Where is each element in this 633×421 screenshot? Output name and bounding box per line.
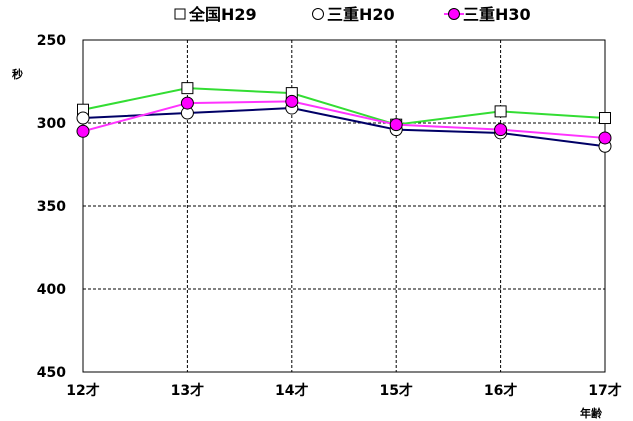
grid: [82, 39, 606, 373]
data-point-circle: [389, 118, 403, 132]
legend-marker-circle: [312, 8, 324, 20]
series-group: [76, 82, 612, 153]
data-point-circle: [494, 123, 508, 137]
x-axis-label: 年齢: [580, 406, 603, 420]
x-tick-labels: 12才 13才 14才 15才 16才 17才: [66, 382, 621, 399]
y-axis-label: 秒: [12, 67, 23, 81]
y-tick-label: 250: [37, 33, 66, 49]
series-line: [82, 87, 606, 126]
data-point-square: [599, 112, 611, 125]
legend-label: 全国H29: [188, 5, 257, 24]
legend-marker-circle: [448, 8, 460, 20]
y-tick-labels: 250 300 350 400 450: [37, 33, 66, 381]
data-point-circle: [598, 131, 612, 145]
legend: 全国H29 三重H20 三重H30: [174, 5, 531, 24]
plot-frame: [82, 39, 606, 373]
data-point-circle: [180, 96, 194, 110]
y-tick-label: 300: [37, 116, 66, 132]
x-tick-label: 13才: [171, 382, 204, 399]
legend-label: 三重H20: [327, 5, 395, 24]
x-tick-label: 12才: [66, 382, 99, 399]
data-point-square: [494, 105, 507, 118]
y-tick-label: 400: [37, 282, 66, 298]
x-tick-label: 17才: [588, 382, 621, 399]
data-point-circle: [285, 94, 299, 108]
y-tick-label: 350: [37, 199, 66, 215]
series-line: [82, 107, 606, 148]
data-point-square: [181, 82, 194, 95]
x-tick-label: 15才: [379, 382, 412, 399]
data-point-circle: [76, 111, 90, 125]
legend-label: 三重H30: [463, 5, 531, 24]
series-line: [82, 100, 606, 139]
x-tick-label: 16才: [484, 382, 517, 399]
legend-marker-square: [174, 8, 186, 20]
data-point-circle: [76, 124, 90, 138]
y-tick-label: 450: [37, 365, 66, 381]
x-tick-label: 14才: [275, 382, 308, 399]
